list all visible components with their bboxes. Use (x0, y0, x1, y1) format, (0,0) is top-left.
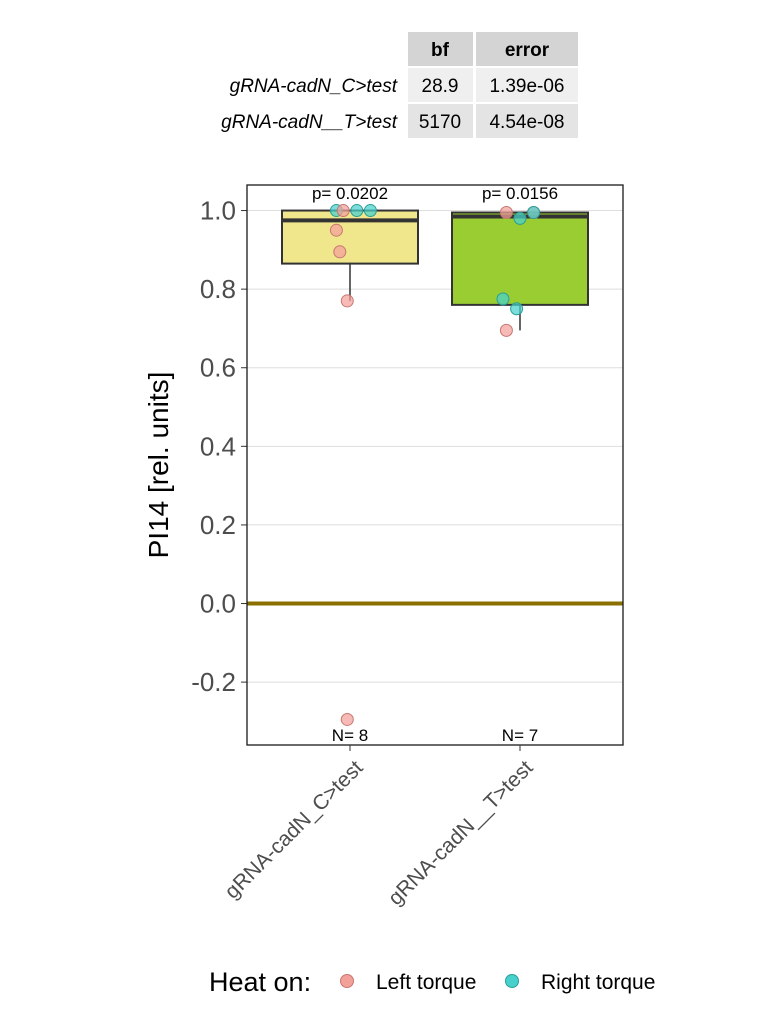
data-point (350, 204, 364, 218)
box-layer (281, 209, 589, 331)
stats-table: bf error gRNA-cadN_C>test 28.9 1.39e-06 … (221, 32, 578, 138)
y-tick-label: 0.4 (200, 431, 236, 461)
p-value-label: p= 0.0156 (482, 184, 558, 203)
data-point (499, 206, 513, 220)
y-axis: -0.2 0.0 0.2 0.4 0.6 0.8 1.0 (191, 196, 247, 697)
legend: Heat on: Left torque Right torque (209, 967, 655, 997)
y-tick-label: 1.0 (200, 196, 236, 226)
stats-cell-error: 4.54e-08 (489, 112, 564, 133)
data-point (333, 245, 347, 259)
legend-title: Heat on: (209, 967, 311, 997)
data-point (340, 294, 354, 308)
plot-border (246, 184, 624, 746)
y-axis-title: PI14 [rel. units] (143, 372, 174, 559)
n-label: N= 7 (502, 726, 538, 745)
stats-header-error: error (505, 40, 550, 61)
y-tick-label: 0.0 (200, 589, 236, 619)
x-axis: gRNA-cadN_C>test gRNA-cadN__T>test (220, 745, 538, 910)
legend-swatch-right-torque (505, 974, 519, 988)
data-point (363, 204, 377, 218)
stats-cell-bg (476, 68, 578, 102)
data-point (510, 302, 524, 316)
stats-row-label: gRNA-cadN__T>test (221, 112, 398, 133)
annotations: p= 0.0202 N= 8 p= 0.0156 N= 7 (312, 184, 558, 745)
stats-header-bg-bf (408, 32, 473, 66)
point-layer (329, 204, 541, 726)
stats-cell-bg (476, 104, 578, 138)
stats-cell-error: 1.39e-06 (489, 76, 564, 97)
data-point (499, 323, 513, 337)
y-tick-label: 0.2 (200, 510, 236, 540)
y-tick-label: 0.6 (200, 353, 236, 383)
stats-cell-bg (408, 68, 473, 102)
data-point (496, 292, 510, 306)
x-tick-label: gRNA-cadN_C>test (220, 756, 367, 903)
y-tick-label: 0.8 (200, 274, 236, 304)
stats-cell-bg (408, 104, 473, 138)
stats-header-bg-error (476, 32, 578, 66)
p-value-label: p= 0.0202 (312, 184, 388, 203)
legend-swatch-left-torque (340, 974, 354, 988)
stats-cell-bf: 28.9 (422, 76, 459, 97)
legend-label-right-torque: Right torque (541, 971, 655, 994)
box (451, 211, 589, 306)
x-tick-label: gRNA-cadN__T>test (384, 756, 538, 910)
y-tick-label: -0.2 (191, 667, 236, 697)
stats-header-bf: bf (431, 40, 450, 61)
legend-label-left-torque: Left torque (376, 971, 476, 994)
stats-cell-bf: 5170 (419, 112, 461, 133)
data-point (513, 211, 527, 225)
data-point (329, 223, 343, 237)
data-point (527, 206, 541, 220)
data-point (336, 204, 350, 218)
n-label: N= 8 (332, 726, 368, 745)
data-point (340, 712, 354, 726)
stats-row-label: gRNA-cadN_C>test (230, 76, 398, 97)
